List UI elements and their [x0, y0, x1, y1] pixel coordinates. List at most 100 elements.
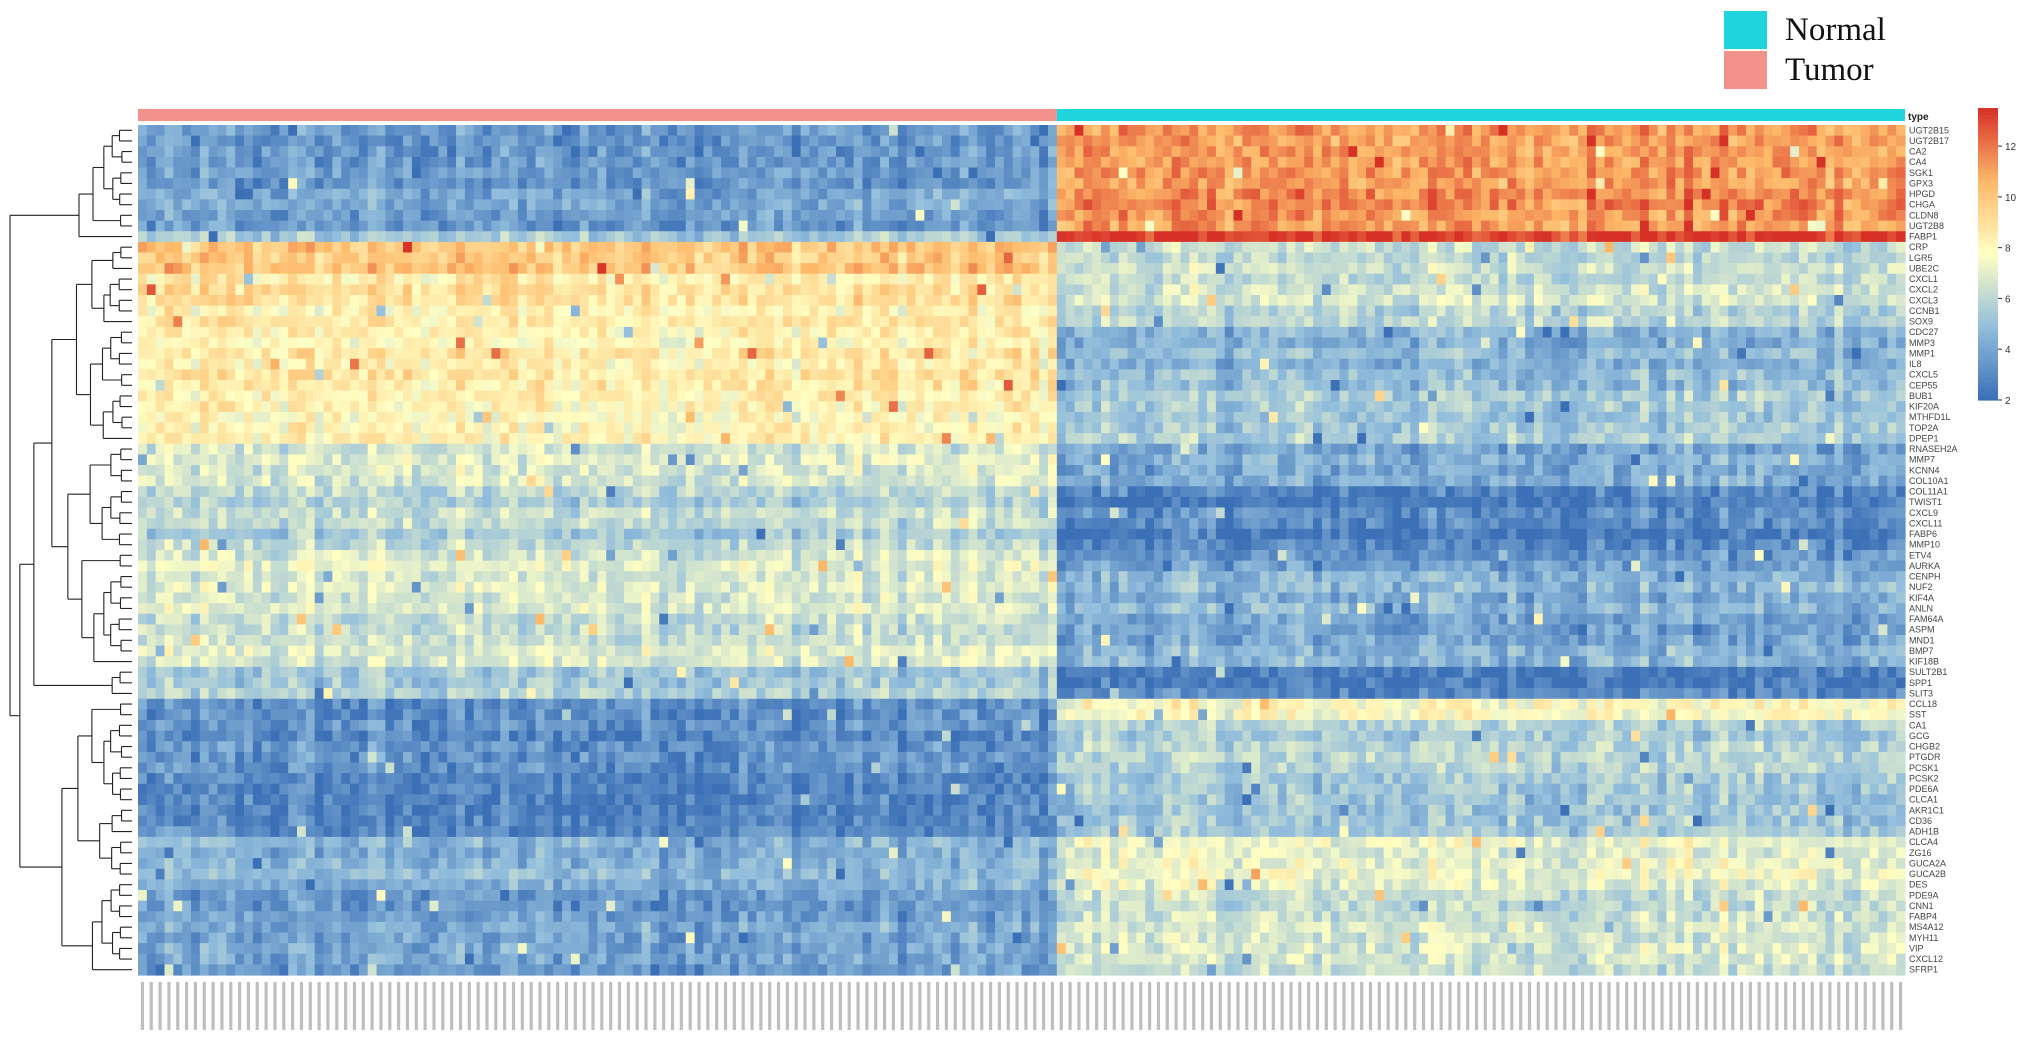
heatmap-cell: [747, 210, 758, 222]
heatmap-cell: [650, 125, 660, 137]
heatmap-cell: [138, 263, 148, 275]
heatmap-cell: [1701, 380, 1712, 392]
heatmap-cell: [553, 252, 563, 264]
heatmap-cell: [235, 199, 245, 211]
heatmap-cell: [950, 305, 961, 317]
heatmap-cell: [1224, 337, 1235, 349]
heatmap-cell: [385, 305, 395, 317]
heatmap-cell: [385, 220, 395, 232]
heatmap-cell: [1648, 369, 1659, 381]
heatmap-cell: [1039, 380, 1049, 392]
heatmap-cell: [473, 199, 484, 211]
heatmap-cell: [1074, 231, 1084, 243]
heatmap-cell: [367, 241, 378, 254]
heatmap-cell: [809, 220, 819, 232]
heatmap-cell: [1401, 220, 1411, 232]
heatmap-cell: [1260, 188, 1270, 200]
heatmap-cell: [1860, 348, 1871, 360]
heatmap-cell: [968, 348, 978, 360]
heatmap-cell: [244, 199, 254, 211]
heatmap-cell: [641, 241, 652, 254]
heatmap-cell: [553, 337, 563, 349]
heatmap-cell: [1745, 146, 1756, 158]
heatmap-cell: [1295, 348, 1305, 360]
heatmap-cell: [482, 231, 493, 243]
heatmap-cell: [517, 146, 528, 158]
heatmap-cell: [676, 348, 687, 360]
heatmap-cell: [1533, 358, 1544, 370]
heatmap-cell: [1754, 210, 1765, 222]
heatmap-cell: [924, 369, 934, 381]
heatmap-cell: [1754, 167, 1765, 179]
heatmap-cell: [1021, 369, 1031, 381]
heatmap-cell: [871, 156, 881, 169]
heatmap-cell: [244, 284, 254, 296]
heatmap-cell: [1631, 337, 1641, 349]
heatmap-cell: [924, 178, 934, 190]
heatmap-cell: [986, 284, 996, 296]
heatmap-cell: [1286, 263, 1296, 275]
heatmap-cell: [1896, 348, 1906, 360]
heatmap-cell: [1392, 263, 1403, 275]
heatmap-cell: [1048, 273, 1058, 285]
heatmap-cell: [995, 326, 1005, 339]
heatmap-cell: [1251, 156, 1261, 169]
heatmap-cell: [1516, 263, 1526, 275]
heatmap-cell: [1366, 241, 1376, 254]
heatmap-cell: [1737, 316, 1747, 328]
heatmap-cell: [464, 358, 475, 370]
heatmap-cell: [1092, 263, 1102, 275]
heatmap-cell: [1516, 295, 1526, 307]
heatmap-cell: [403, 273, 413, 285]
heatmap-cell: [729, 263, 740, 275]
heatmap-cell: [1003, 380, 1014, 392]
heatmap-cell: [835, 220, 846, 232]
heatmap-cell: [438, 241, 448, 254]
heatmap-cell: [1383, 146, 1394, 158]
heatmap-cell: [1392, 369, 1403, 381]
heatmap-cell: [853, 167, 864, 179]
heatmap-cell: [526, 220, 537, 232]
heatmap-cell: [941, 337, 952, 349]
heatmap-cell: [164, 156, 174, 169]
heatmap-cell: [809, 348, 819, 360]
heatmap-cell: [1242, 326, 1252, 339]
heatmap-cell: [782, 337, 793, 349]
heatmap-cell: [1684, 125, 1694, 137]
heatmap-cell: [747, 146, 758, 158]
heatmap-cell: [1383, 273, 1394, 285]
heatmap-cell: [473, 326, 484, 339]
heatmap-cell: [712, 348, 722, 360]
heatmap-cell: [1480, 231, 1491, 243]
heatmap-cell: [1419, 231, 1429, 243]
heatmap-cell: [191, 241, 201, 254]
heatmap-cell: [1657, 380, 1668, 392]
heatmap-cell: [1436, 241, 1447, 254]
heatmap-cell: [367, 210, 378, 222]
heatmap-cell: [668, 167, 678, 179]
heatmap-cell: [332, 156, 342, 169]
heatmap-cell: [1692, 231, 1703, 243]
heatmap-cell: [782, 369, 793, 381]
heatmap-cell: [1021, 348, 1031, 360]
heatmap-cell: [862, 156, 872, 169]
heatmap-cell: [1869, 369, 1880, 381]
heatmap-cell: [1604, 326, 1615, 339]
heatmap-cell: [1772, 231, 1782, 243]
heatmap-cell: [1277, 210, 1288, 222]
heatmap-cell: [1728, 167, 1738, 179]
heatmap-cell: [1745, 167, 1756, 179]
heatmap-cell: [1427, 369, 1438, 381]
heatmap-cell: [1745, 252, 1756, 264]
heatmap-cell: [332, 369, 342, 381]
heatmap-cell: [1595, 348, 1606, 360]
heatmap-cell: [924, 273, 934, 285]
heatmap-cell: [1790, 210, 1800, 222]
heatmap-cell: [1339, 337, 1349, 349]
heatmap-cell: [977, 167, 987, 179]
heatmap-cell: [632, 167, 643, 179]
heatmap-cell: [1295, 284, 1305, 296]
heatmap-cell: [862, 210, 872, 222]
heatmap-cell: [1798, 337, 1809, 349]
heatmap-cell: [827, 337, 837, 349]
